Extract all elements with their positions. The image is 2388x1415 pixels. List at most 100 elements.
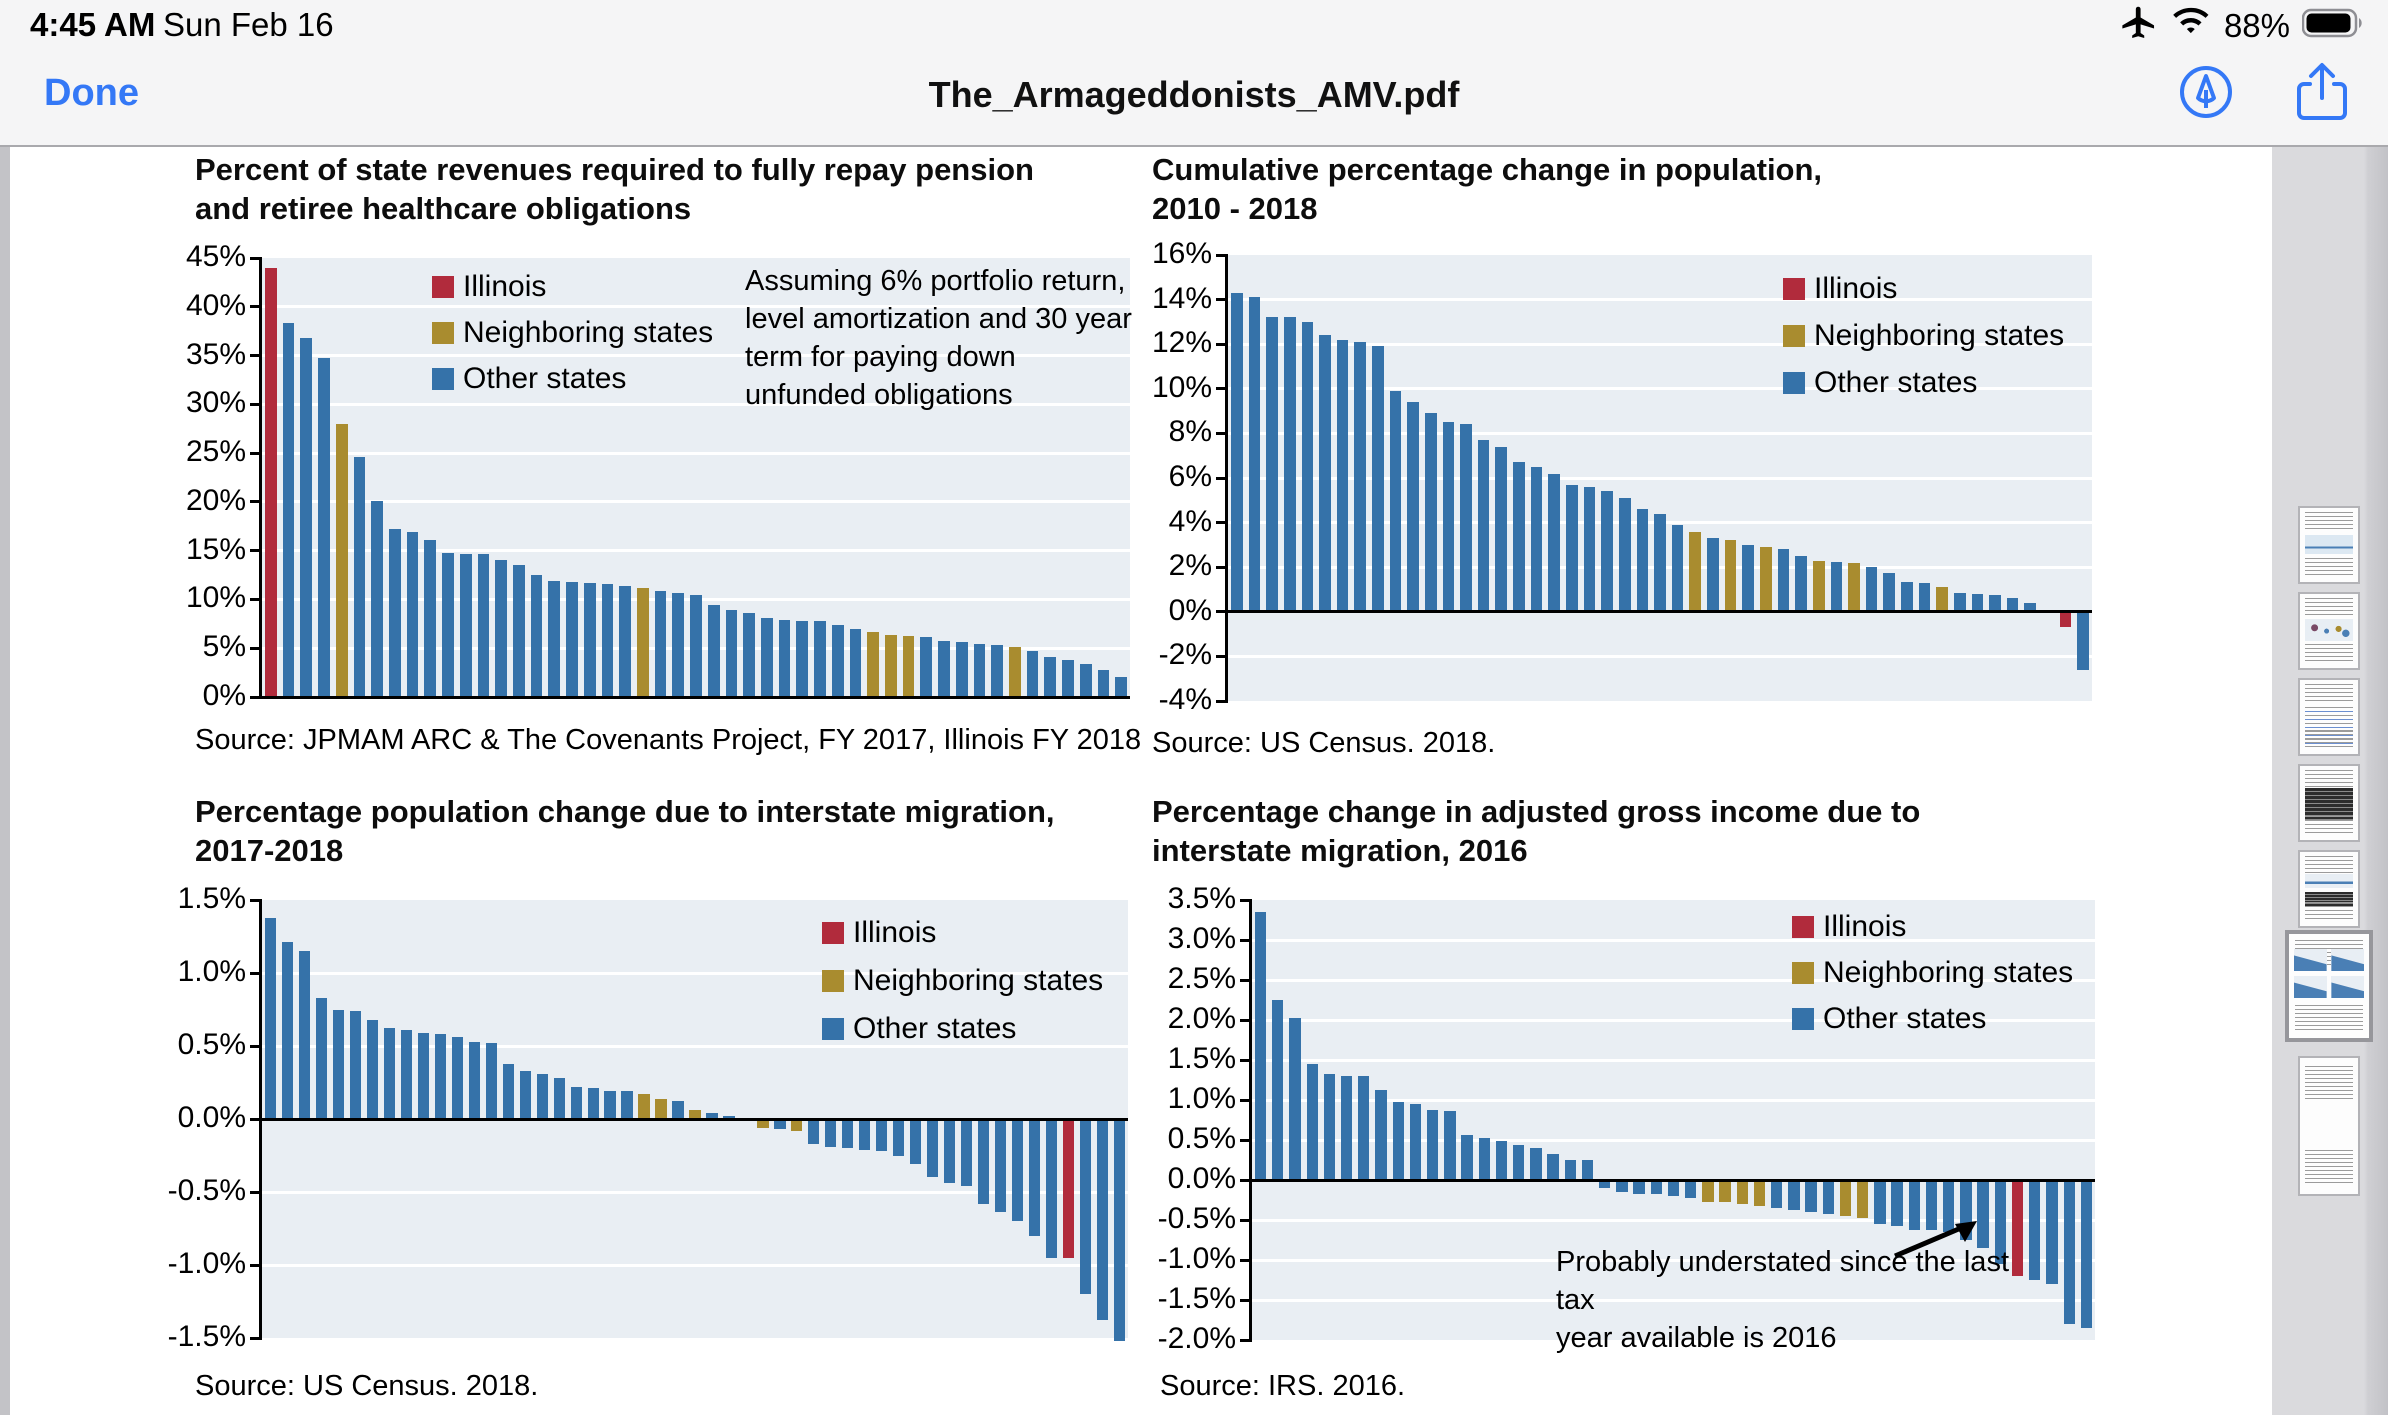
bar-neighboring-state	[1736, 1180, 1748, 1204]
y-axis-tick	[1216, 476, 1228, 480]
y-axis-tick	[250, 1044, 262, 1048]
y-axis-label: 14%	[1151, 281, 1212, 315]
bar-other-state	[1409, 1104, 1422, 1180]
gridline	[1252, 1138, 2095, 1142]
top-bar: 4:45 AM Sun Feb 16 88% Done The_Armagedd…	[0, 0, 2388, 147]
legend-label: Neighboring states	[853, 964, 1104, 997]
y-axis-tick	[250, 1117, 262, 1121]
bar-other-state	[690, 594, 702, 697]
wifi-icon	[2170, 6, 2212, 45]
y-axis-tick	[1216, 387, 1228, 391]
bar-other-state	[553, 1078, 565, 1119]
bar-other-state	[1289, 1017, 1301, 1180]
bar-neighboring-state	[885, 634, 897, 697]
bar-other-state	[1029, 1119, 1041, 1236]
done-button[interactable]: Done	[44, 72, 139, 114]
bar-neighboring-state	[1857, 1180, 1869, 1219]
legend-item-nb: Neighboring states	[822, 964, 1103, 998]
page-left-gutter	[0, 147, 10, 1415]
thumb-bar-chart	[2293, 948, 2327, 972]
bar-other-state	[1564, 1160, 1576, 1180]
bar-other-state	[1426, 1110, 1439, 1180]
y-axis-tick	[250, 549, 262, 553]
bar-other-state	[1442, 422, 1455, 612]
bar-other-state	[743, 613, 755, 697]
bar-other-state	[1633, 1180, 1645, 1194]
legend-item-nb: Neighboring states	[1792, 956, 2073, 990]
bar-other-state	[1444, 1111, 1456, 1180]
legend-swatch	[1783, 372, 1805, 394]
y-axis-tick	[250, 451, 262, 455]
legend-label: Illinois	[1823, 910, 1907, 943]
y-axis-label: 10%	[185, 581, 246, 615]
bar-other-state	[621, 1091, 633, 1119]
bar-other-state	[619, 585, 631, 697]
bar-other-state	[1283, 317, 1296, 612]
bar-other-state	[1901, 581, 1913, 612]
bar-other-state	[406, 532, 419, 697]
bar-neighboring-state	[1719, 1180, 1731, 1203]
bar-other-state	[1477, 440, 1490, 612]
gridline	[1252, 1098, 2095, 1102]
bar-other-state	[991, 645, 1003, 697]
thumb-bar-chart	[2293, 975, 2327, 999]
bar-other-state	[910, 1119, 922, 1165]
legend-item-il: Illinois	[1792, 910, 1906, 944]
chart-agi-migration-plot-area	[1252, 900, 2095, 1340]
battery-percent: 88%	[2223, 6, 2290, 44]
bar-other-state	[1707, 538, 1719, 612]
bar-other-state	[2029, 1180, 2041, 1280]
bar-other-state	[1805, 1180, 1817, 1212]
bar-other-state	[1323, 1074, 1336, 1180]
page-thumbnail-mini-charts-page[interactable]	[2298, 850, 2360, 928]
page-thumbnail-bar-charts-page-current[interactable]	[2285, 930, 2373, 1042]
gridline	[262, 1263, 1128, 1267]
bar-neighboring-state	[1936, 587, 1948, 612]
legend-item-ot: Other states	[432, 362, 626, 396]
chart-migration-population-source: Source: US Census. 2018.	[195, 1370, 539, 1402]
legend-swatch	[822, 1018, 844, 1040]
y-axis-label: 30%	[185, 386, 246, 420]
page-thumbnail-scatter-chart-page[interactable]	[2298, 592, 2360, 670]
page-thumbnail-line-chart-page[interactable]	[2298, 506, 2360, 584]
share-button[interactable]	[2296, 62, 2348, 127]
page-thumbnail-text-page[interactable]	[2298, 1056, 2360, 1196]
bar-other-state	[1530, 466, 1543, 612]
bar-other-state	[927, 1119, 939, 1178]
y-axis-label: 8%	[1168, 415, 1212, 449]
page-thumbnail-text-links-page[interactable]	[2298, 678, 2360, 756]
markup-button[interactable]	[2178, 64, 2234, 125]
legend-item-il: Illinois	[1783, 272, 1897, 306]
legend-label: Neighboring states	[463, 316, 714, 349]
y-axis-label: 15%	[185, 532, 246, 566]
page-thumbnail-sidebar[interactable]	[2272, 147, 2388, 1415]
bar-illinois	[1062, 1119, 1075, 1258]
y-axis-label: 4%	[1168, 504, 1212, 538]
y-axis-tick	[1240, 1298, 1252, 1302]
bar-neighboring-state	[1724, 540, 1737, 612]
bar-other-state	[366, 1019, 378, 1119]
bar-other-state	[706, 1113, 718, 1119]
y-axis-tick	[1240, 1258, 1252, 1262]
y-axis-tick	[250, 646, 262, 650]
bar-other-state	[513, 565, 525, 697]
gridline	[1228, 387, 2092, 391]
bar-other-state	[383, 1028, 395, 1119]
bar-other-state	[1389, 391, 1402, 612]
legend-label: Illinois	[463, 270, 547, 303]
bar-other-state	[1375, 1089, 1387, 1180]
bar-other-state	[1636, 509, 1649, 612]
bar-neighboring-state	[1759, 547, 1772, 612]
y-axis-tick	[1216, 431, 1228, 435]
y-axis-tick	[1240, 898, 1252, 902]
legend-label: Illinois	[1814, 272, 1898, 305]
bar-other-state	[315, 997, 328, 1119]
page-thumbnail-dark-table-page[interactable]	[2298, 764, 2360, 842]
bar-other-state	[1026, 651, 1039, 697]
chart-pension-costs-source: Source: JPMAM ARC & The Covenants Projec…	[195, 724, 1142, 756]
chart-agi-migration-title: Percentage change in adjusted gross inco…	[1152, 794, 1921, 868]
legend-item-ot: Other states	[1783, 366, 1977, 400]
bar-other-state	[332, 1009, 344, 1119]
y-axis-tick	[250, 500, 262, 504]
thumb-text-lines	[2304, 730, 2354, 750]
